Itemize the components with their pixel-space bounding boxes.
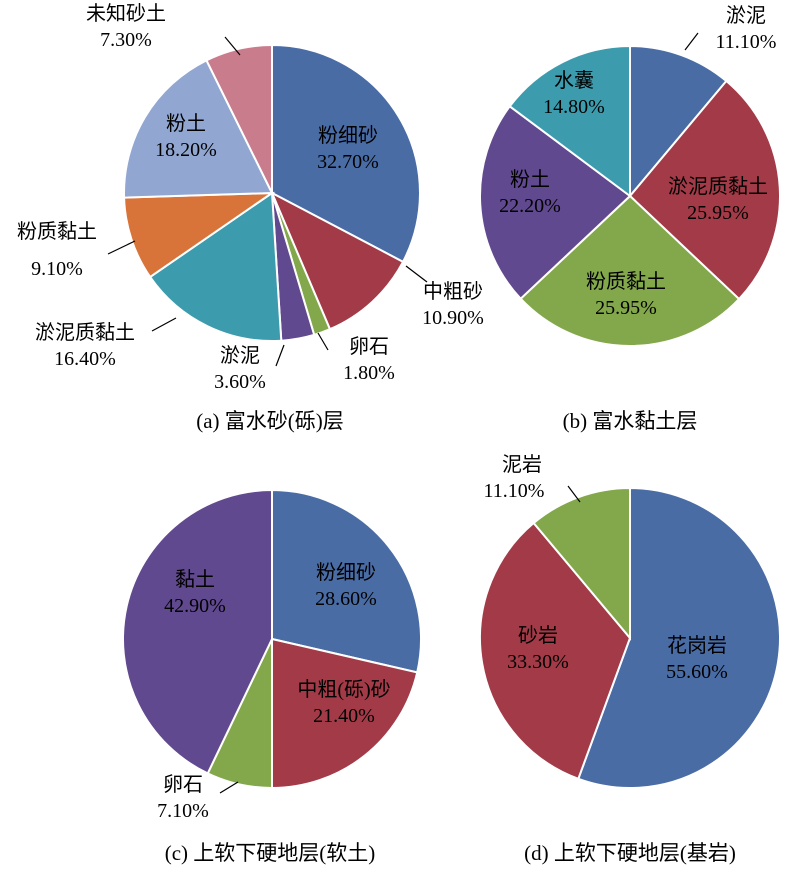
slice-label: 粉土 bbox=[510, 168, 550, 191]
slice-value: 11.10% bbox=[716, 31, 777, 53]
pie-slice bbox=[479, 104, 632, 301]
slice-label: 粉质黏土 bbox=[586, 270, 666, 293]
leader-line bbox=[219, 781, 239, 794]
slice-value: 21.40% bbox=[313, 705, 375, 727]
slice-label: 中粗砂 bbox=[423, 280, 483, 303]
slice-value: 25.95% bbox=[687, 202, 749, 224]
slice-value: 10.90% bbox=[422, 307, 484, 329]
slice-value: 11.10% bbox=[484, 480, 545, 502]
slice-value: 55.60% bbox=[666, 661, 728, 683]
slice-value: 18.20% bbox=[155, 139, 217, 161]
leader-line bbox=[275, 344, 285, 367]
chart-a: 粉细砂 32.70% 中粗砂 10.90% 卵石 1.80% 淤泥 3.60% … bbox=[17, 2, 484, 433]
slice-value: 1.80% bbox=[343, 362, 395, 384]
slice-label: 水囊 bbox=[554, 69, 594, 92]
pie-slice bbox=[508, 44, 631, 198]
slice-label: 砂岩 bbox=[518, 624, 558, 647]
chart-b-slices bbox=[479, 44, 781, 348]
leader-line bbox=[151, 317, 177, 332]
pie-slice bbox=[123, 58, 274, 199]
pie-slice bbox=[269, 190, 405, 331]
chart-caption: (b) 富水黏土层 bbox=[563, 409, 698, 433]
slice-value: 7.10% bbox=[157, 800, 209, 822]
slice-label: 泥岩 bbox=[502, 453, 542, 476]
pie-slice bbox=[123, 191, 276, 279]
leader-line bbox=[684, 32, 699, 51]
slice-label: 淤泥质黏土 bbox=[35, 321, 135, 344]
slice-label: 淤泥质黏土 bbox=[668, 175, 768, 198]
slice-label: 粉土 bbox=[166, 112, 206, 135]
slice-label: 淤泥 bbox=[220, 344, 260, 367]
slice-value: 14.80% bbox=[543, 96, 605, 118]
pie-slice bbox=[122, 488, 273, 775]
slice-label: 淤泥 bbox=[726, 4, 766, 27]
leader-line bbox=[224, 36, 241, 56]
chart-a-slices bbox=[123, 43, 421, 343]
slice-label: 卵石 bbox=[349, 335, 389, 358]
slice-value: 25.95% bbox=[595, 297, 657, 319]
pie-slice bbox=[479, 521, 632, 781]
chart-caption: (d) 上软下硬地层(基岩) bbox=[524, 841, 736, 865]
pie-slice bbox=[271, 488, 422, 674]
slice-value: 16.40% bbox=[54, 348, 116, 370]
pie-slice bbox=[629, 44, 728, 199]
pie-slice bbox=[148, 191, 283, 343]
slice-label: 花岗岩 bbox=[667, 634, 727, 657]
chart-c: 粉细砂 28.60% 中粗(砾)砂 21.40% 卵石 7.10% 黏土 42.… bbox=[122, 488, 422, 865]
slice-value: 7.30% bbox=[100, 29, 152, 51]
pie-slice bbox=[271, 637, 419, 790]
slice-value: 3.60% bbox=[214, 371, 266, 393]
pie-slice bbox=[271, 43, 421, 264]
pie-slice bbox=[628, 79, 781, 301]
slice-value: 22.20% bbox=[499, 195, 561, 217]
slice-value: 42.90% bbox=[164, 595, 226, 617]
pie-slice bbox=[519, 194, 741, 348]
slice-value: 32.70% bbox=[317, 151, 379, 173]
pie-slice bbox=[205, 43, 273, 194]
slice-label: 卵石 bbox=[163, 773, 203, 796]
slice-value: 28.60% bbox=[315, 588, 377, 610]
chart-caption: (a) 富水砂(砾)层 bbox=[196, 409, 344, 433]
leader-line bbox=[107, 240, 136, 255]
pie-slice bbox=[532, 486, 631, 641]
chart-d: 花岗岩 55.60% 砂岩 33.30% 泥岩 11.10% (d) 上软下硬地… bbox=[479, 453, 781, 865]
slice-label: 黏土 bbox=[175, 568, 215, 591]
chart-b: 淤泥 11.10% 淤泥质黏土 25.95% 粉质黏土 25.95% 粉土 22… bbox=[479, 4, 781, 433]
chart-caption: (c) 上软下硬地层(软土) bbox=[165, 841, 376, 865]
slice-label: 粉质黏土 bbox=[17, 220, 97, 243]
chart-d-slices bbox=[479, 486, 781, 789]
slice-label: 中粗(砾)砂 bbox=[297, 678, 390, 701]
slice-label: 未知砂土 bbox=[86, 2, 166, 25]
leader-line bbox=[405, 265, 428, 283]
pie-slice bbox=[577, 486, 781, 789]
leader-line bbox=[567, 485, 581, 503]
chart-c-slices bbox=[122, 488, 422, 790]
slice-value: 9.10% bbox=[31, 258, 83, 280]
leader-line bbox=[317, 332, 329, 351]
slice-label: 粉细砂 bbox=[316, 561, 376, 584]
slice-label: 粉细砂 bbox=[318, 124, 378, 147]
slice-value: 33.30% bbox=[507, 651, 569, 673]
